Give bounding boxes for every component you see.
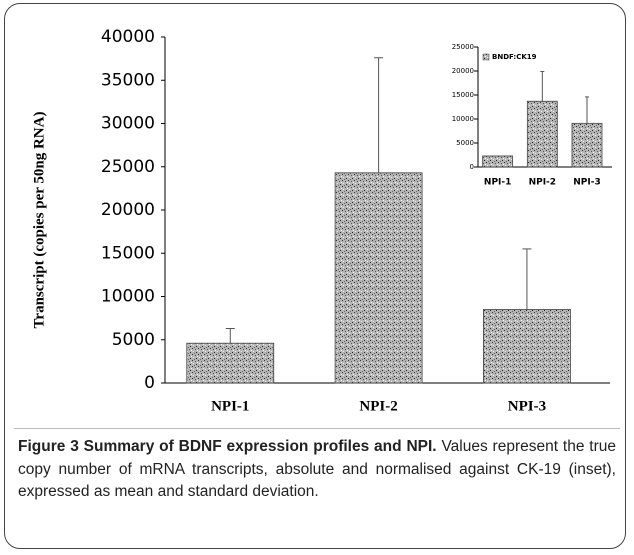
caption: Figure 3 Summary of BDNF expression prof…	[18, 436, 616, 504]
y-tick-label: 15000	[452, 91, 474, 99]
y-axis-label: Transcript (copies per 50ng RNA)	[31, 112, 47, 329]
separator	[14, 428, 620, 429]
x-tick-label: NPI-3	[508, 398, 546, 414]
x-tick-label: NPI-2	[529, 178, 556, 188]
y-tick-label: 20000	[101, 200, 155, 220]
x-tick-label: NPI-3	[573, 178, 600, 188]
x-tick-label: NPI-1	[484, 178, 511, 188]
y-tick-label: 25000	[101, 157, 155, 177]
y-tick-label: 0	[470, 163, 474, 171]
caption-title: Figure 3 Summary of BDNF expression prof…	[18, 438, 437, 455]
x-tick-label: NPI-2	[359, 398, 397, 414]
y-tick-label: 30000	[101, 114, 155, 134]
bar	[334, 172, 423, 384]
y-tick-label: 10000	[101, 287, 155, 307]
y-tick-label: 20000	[452, 67, 474, 75]
caption-text: Values represent the true copy number of…	[18, 438, 616, 500]
bar	[482, 155, 514, 168]
y-tick-label: 35000	[101, 70, 155, 90]
x-tick-label: NPI-1	[211, 398, 249, 414]
y-tick-label: 15000	[101, 243, 155, 263]
bar	[571, 122, 603, 168]
y-tick-label: 5000	[112, 330, 155, 350]
figure-frame	[4, 3, 626, 549]
y-tick-label: 10000	[452, 115, 474, 123]
legend-label: BNDF:CK19	[492, 53, 537, 61]
y-tick-label: 5000	[456, 139, 474, 147]
chart: 0 5000 10000 15000 20000 25000 30000 35000 40000…	[31, 27, 612, 414]
bar	[483, 309, 571, 384]
bar	[186, 342, 275, 384]
y-tick-label: 0	[144, 373, 155, 393]
legend-swatch	[482, 53, 490, 61]
y-tick-label: 40000	[101, 27, 155, 47]
y-tick-label: 25000	[452, 43, 474, 51]
bar	[526, 100, 558, 168]
